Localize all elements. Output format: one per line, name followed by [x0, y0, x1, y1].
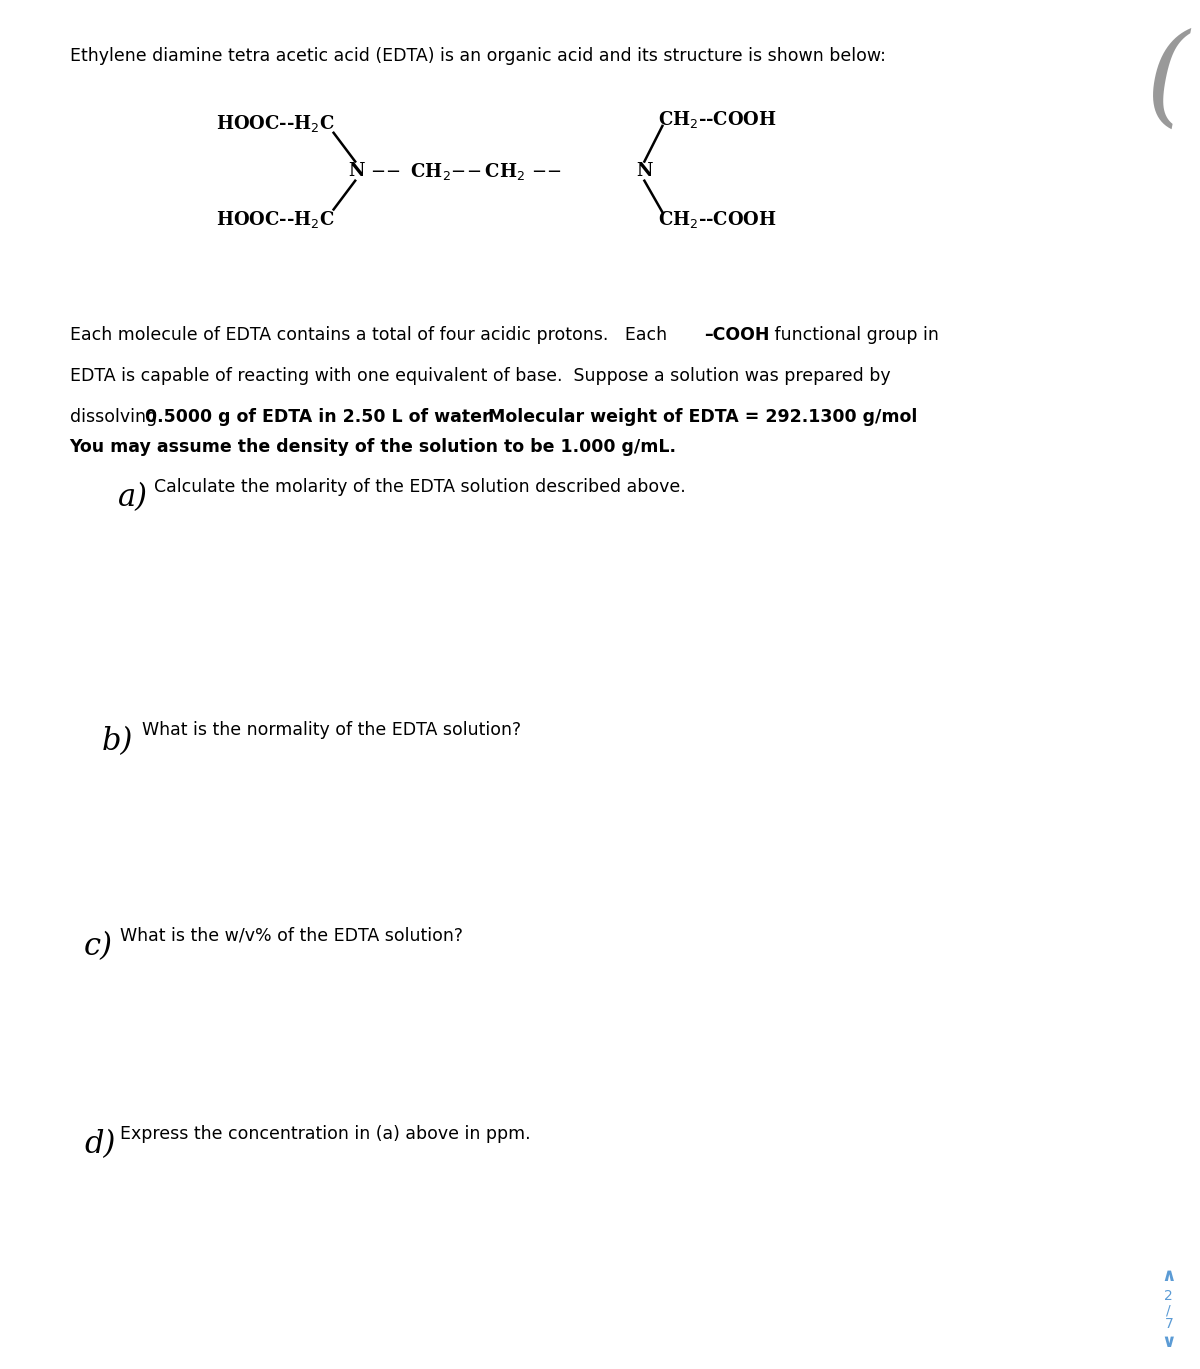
- Text: 0.5000 g of EDTA in 2.50 L of water: 0.5000 g of EDTA in 2.50 L of water: [145, 408, 491, 426]
- Text: d): d): [84, 1129, 115, 1161]
- Text: functional group in: functional group in: [769, 326, 940, 344]
- Text: N: N: [348, 162, 365, 181]
- Text: What is the normality of the EDTA solution?: What is the normality of the EDTA soluti…: [142, 721, 521, 739]
- Text: Each molecule of EDTA contains a total of four acidic protons.   Each: Each molecule of EDTA contains a total o…: [70, 326, 672, 344]
- Text: You may assume the density of the solution to be 1.000 g/mL.: You may assume the density of the soluti…: [70, 438, 677, 456]
- Text: .: .: [461, 408, 482, 426]
- Text: 7: 7: [1164, 1317, 1174, 1331]
- Text: 2: 2: [1164, 1290, 1174, 1303]
- Text: N: N: [636, 162, 653, 181]
- Text: –COOH: –COOH: [704, 326, 769, 344]
- Text: CH$_2$--COOH: CH$_2$--COOH: [658, 108, 776, 130]
- Text: What is the w/v% of the EDTA solution?: What is the w/v% of the EDTA solution?: [120, 927, 463, 945]
- Text: EDTA is capable of reacting with one equivalent of base.  Suppose a solution was: EDTA is capable of reacting with one equ…: [70, 367, 890, 385]
- Text: Ethylene diamine tetra acetic acid (EDTA) is an organic acid and its structure i: Ethylene diamine tetra acetic acid (EDTA…: [70, 47, 886, 66]
- Text: (: (: [1146, 27, 1189, 136]
- Text: c): c): [84, 931, 113, 962]
- Text: HOOC--H$_2$C: HOOC--H$_2$C: [216, 208, 335, 230]
- Text: HOOC--H$_2$C: HOOC--H$_2$C: [216, 112, 335, 134]
- Text: Molecular weight of EDTA = 292.1300 g/mol: Molecular weight of EDTA = 292.1300 g/mo…: [488, 408, 918, 426]
- Text: b): b): [102, 726, 133, 757]
- Text: Express the concentration in (a) above in ppm.: Express the concentration in (a) above i…: [120, 1125, 530, 1143]
- Text: ∨: ∨: [1162, 1332, 1176, 1351]
- Text: /: /: [1166, 1303, 1171, 1317]
- Text: ∧: ∧: [1162, 1266, 1176, 1285]
- Text: a): a): [118, 482, 148, 513]
- Text: Calculate the molarity of the EDTA solution described above.: Calculate the molarity of the EDTA solut…: [154, 478, 685, 496]
- Text: $-\!-$ CH$_2$$-\!-$CH$_2$ $-\!-$: $-\!-$ CH$_2$$-\!-$CH$_2$ $-\!-$: [370, 160, 562, 182]
- Text: dissolving: dissolving: [70, 408, 162, 426]
- Text: CH$_2$--COOH: CH$_2$--COOH: [658, 208, 776, 230]
